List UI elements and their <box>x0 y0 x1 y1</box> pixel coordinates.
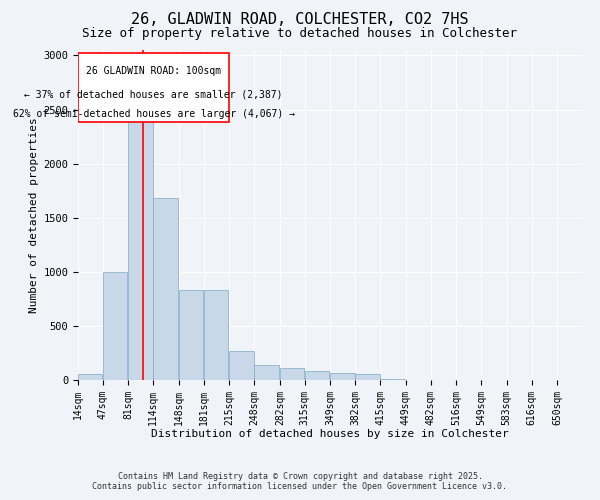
Bar <box>305 372 329 380</box>
Bar <box>128 110 153 380</box>
Bar <box>254 366 279 380</box>
Y-axis label: Number of detached properties: Number of detached properties <box>29 117 39 313</box>
Text: Contains HM Land Registry data © Crown copyright and database right 2025.
Contai: Contains HM Land Registry data © Crown c… <box>92 472 508 491</box>
X-axis label: Distribution of detached houses by size in Colchester: Distribution of detached houses by size … <box>151 429 509 439</box>
Text: 26, GLADWIN ROAD, COLCHESTER, CO2 7HS: 26, GLADWIN ROAD, COLCHESTER, CO2 7HS <box>131 12 469 28</box>
Bar <box>154 198 178 380</box>
Text: 26 GLADWIN ROAD: 100sqm: 26 GLADWIN ROAD: 100sqm <box>86 66 221 76</box>
Text: ← 37% of detached houses are smaller (2,387): ← 37% of detached houses are smaller (2,… <box>25 90 283 100</box>
Bar <box>229 351 254 380</box>
Bar <box>355 374 380 380</box>
Bar <box>280 368 304 380</box>
Bar <box>103 272 127 380</box>
Bar <box>380 379 404 380</box>
Bar <box>78 374 103 380</box>
Text: 62% of semi-detached houses are larger (4,067) →: 62% of semi-detached houses are larger (… <box>13 108 295 118</box>
Text: Size of property relative to detached houses in Colchester: Size of property relative to detached ho… <box>83 28 517 40</box>
Bar <box>204 290 228 380</box>
Bar <box>179 290 203 380</box>
Bar <box>331 373 355 380</box>
Bar <box>78 53 229 122</box>
